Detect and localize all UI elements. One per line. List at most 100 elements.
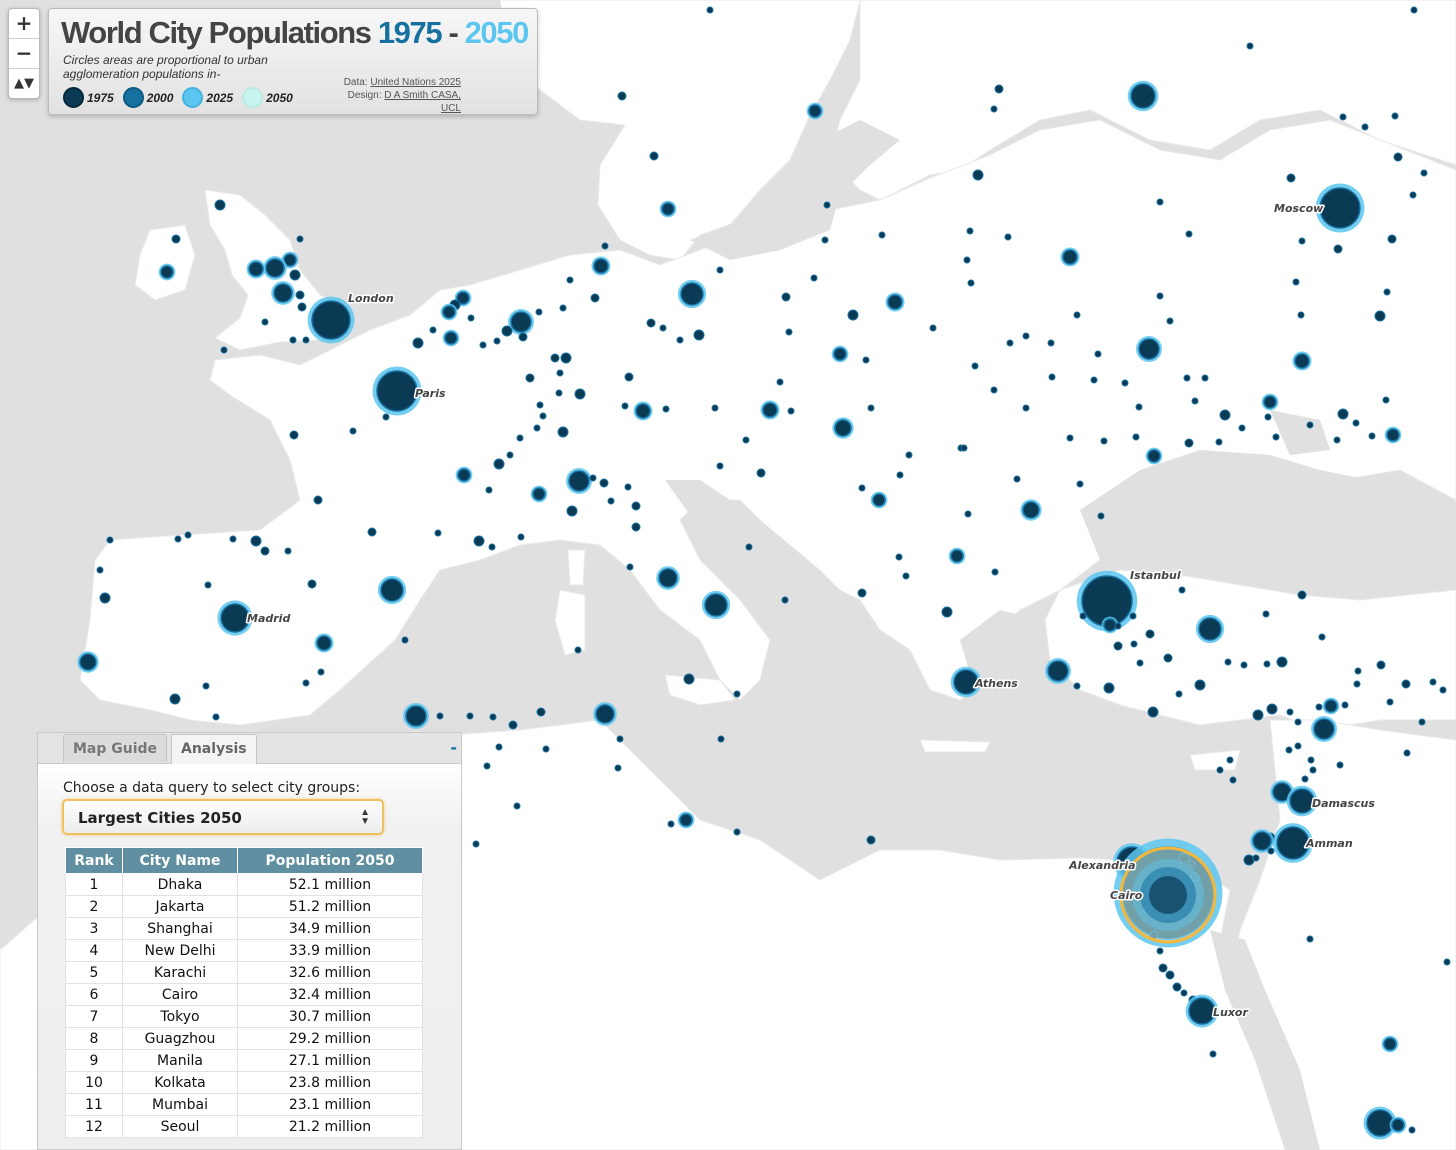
city-marker[interactable] [212,713,220,721]
city-marker[interactable] [964,510,972,518]
city-marker[interactable] [525,373,535,383]
city-marker[interactable] [1132,433,1140,441]
city-marker[interactable] [1114,622,1122,630]
table-row[interactable]: 6 Cairo 32.4 million [65,983,423,1006]
city-marker[interactable] [493,458,505,470]
city-marker[interactable] [1224,658,1232,666]
city-marker[interactable] [380,578,404,602]
city-marker[interactable] [971,362,979,370]
city-marker[interactable] [607,497,615,505]
city-marker[interactable] [289,336,297,344]
city-marker[interactable] [960,444,968,452]
city-marker[interactable] [539,412,547,420]
city-marker[interactable] [1339,113,1347,121]
city-marker[interactable] [214,199,226,211]
city-marker[interactable] [349,427,357,435]
city-marker[interactable] [1047,339,1055,347]
table-row[interactable]: 8 Guagzhou 29.2 million [65,1027,423,1050]
city-marker[interactable] [1403,749,1411,757]
city-marker[interactable] [174,535,182,543]
city-marker[interactable] [434,529,442,537]
selected-city-ring[interactable] [1119,846,1217,944]
city-marker[interactable] [473,535,485,547]
city-marker[interactable] [867,404,875,412]
city-marker[interactable] [1100,437,1108,445]
city-marker[interactable] [493,337,501,345]
city-marker[interactable] [1410,6,1418,14]
city-marker[interactable] [1135,403,1143,411]
city-marker[interactable] [1262,610,1270,618]
city-marker[interactable] [972,169,984,181]
city-marker[interactable] [1219,409,1231,421]
city-marker[interactable] [866,835,876,845]
city-marker[interactable] [693,329,705,341]
city-marker[interactable] [1387,234,1397,244]
city-marker[interactable] [302,336,310,344]
table-row[interactable]: 4 New Delhi 33.9 million [65,939,423,962]
city-marker[interactable] [536,401,544,409]
city-marker[interactable] [1130,83,1156,109]
city-marker[interactable] [716,462,724,470]
city-marker[interactable] [781,292,791,302]
city-marker[interactable] [1386,428,1400,442]
city-marker[interactable] [316,635,332,651]
city-marker[interactable] [967,279,975,287]
city-marker[interactable] [1353,680,1361,688]
city-marker[interactable] [297,302,307,312]
city-marker[interactable] [756,468,766,478]
city-marker[interactable] [261,318,269,326]
city-marker[interactable] [1318,633,1326,641]
city-marker[interactable] [1408,1126,1416,1134]
city-marker[interactable] [626,563,634,571]
city-marker[interactable] [536,707,546,717]
city-marker[interactable] [1216,766,1224,774]
city-marker[interactable] [1194,679,1206,691]
city-marker[interactable] [313,495,323,505]
city-marker[interactable] [184,531,192,539]
city-marker[interactable] [1324,699,1338,713]
city-marker[interactable] [593,258,609,274]
city-marker[interactable] [483,762,491,770]
city-marker[interactable] [518,332,528,342]
city-marker[interactable] [283,253,297,267]
city-marker[interactable] [1306,935,1314,943]
city-marker[interactable] [1145,629,1155,639]
city-marker[interactable] [1401,679,1411,689]
city-marker[interactable] [1263,395,1277,409]
city-marker[interactable] [823,201,831,209]
city-marker[interactable] [160,265,174,279]
city-marker[interactable] [1267,847,1275,855]
city-marker[interactable] [902,572,910,580]
city-marker[interactable] [556,369,564,377]
city-marker[interactable] [1252,831,1272,851]
city-marker[interactable] [1301,775,1309,783]
city-marker[interactable] [1366,1109,1394,1137]
city-marker[interactable] [1294,718,1302,726]
city-marker[interactable] [1103,618,1117,632]
city-marker[interactable] [810,274,818,282]
city-marker[interactable] [1201,374,1209,382]
city-marker[interactable] [994,84,1004,94]
city-marker[interactable] [1315,703,1323,711]
city-marker[interactable] [781,596,789,604]
city-marker[interactable] [1198,617,1222,641]
city-marker[interactable] [716,266,724,274]
city-marker[interactable] [1243,854,1255,866]
city-marker[interactable] [742,436,750,444]
city-marker[interactable] [1147,449,1161,463]
city-marker[interactable] [683,673,695,685]
city-marker[interactable] [376,370,418,412]
city-marker[interactable] [229,535,237,543]
city-marker[interactable] [858,484,866,492]
city-marker[interactable] [1383,288,1391,296]
city-marker[interactable] [517,533,525,541]
city-marker[interactable] [1418,718,1426,726]
city-marker[interactable] [250,535,262,547]
city-marker[interactable] [963,256,971,264]
city-marker[interactable] [566,276,574,284]
city-marker[interactable] [905,451,913,459]
city-marker[interactable] [895,553,903,561]
city-marker[interactable] [1276,826,1310,860]
city-marker[interactable] [1022,501,1040,519]
city-marker[interactable] [833,347,847,361]
